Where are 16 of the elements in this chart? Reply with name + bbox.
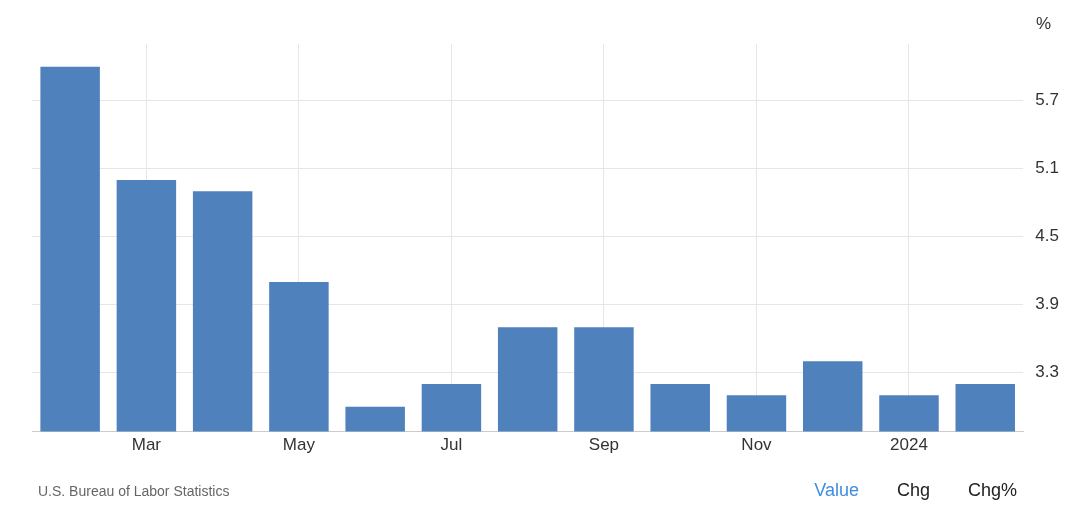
x-tick-label: May — [282, 435, 316, 455]
y-tick-label: 4.5 — [1035, 226, 1060, 246]
x-tick-label: Sep — [588, 435, 620, 455]
text: Chg — [896, 480, 930, 501]
y-tick-label: 5.1 — [1035, 158, 1060, 178]
x-tick-label: Mar — [131, 435, 162, 455]
text: Chg% — [967, 480, 1017, 501]
x-tick-label: Nov — [741, 435, 773, 455]
y-axis-title: % — [1035, 14, 1051, 34]
text: U.S. Bureau of Labor Statistics — [38, 483, 230, 499]
text: Value — [814, 480, 859, 501]
x-tick-label: Jul — [440, 435, 463, 455]
x-tick-label: 2024 — [890, 435, 928, 455]
y-tick-label: 3.9 — [1035, 294, 1060, 314]
y-tick-label: 3.3 — [1035, 362, 1060, 382]
y-tick-label: 5.7 — [1035, 90, 1060, 110]
